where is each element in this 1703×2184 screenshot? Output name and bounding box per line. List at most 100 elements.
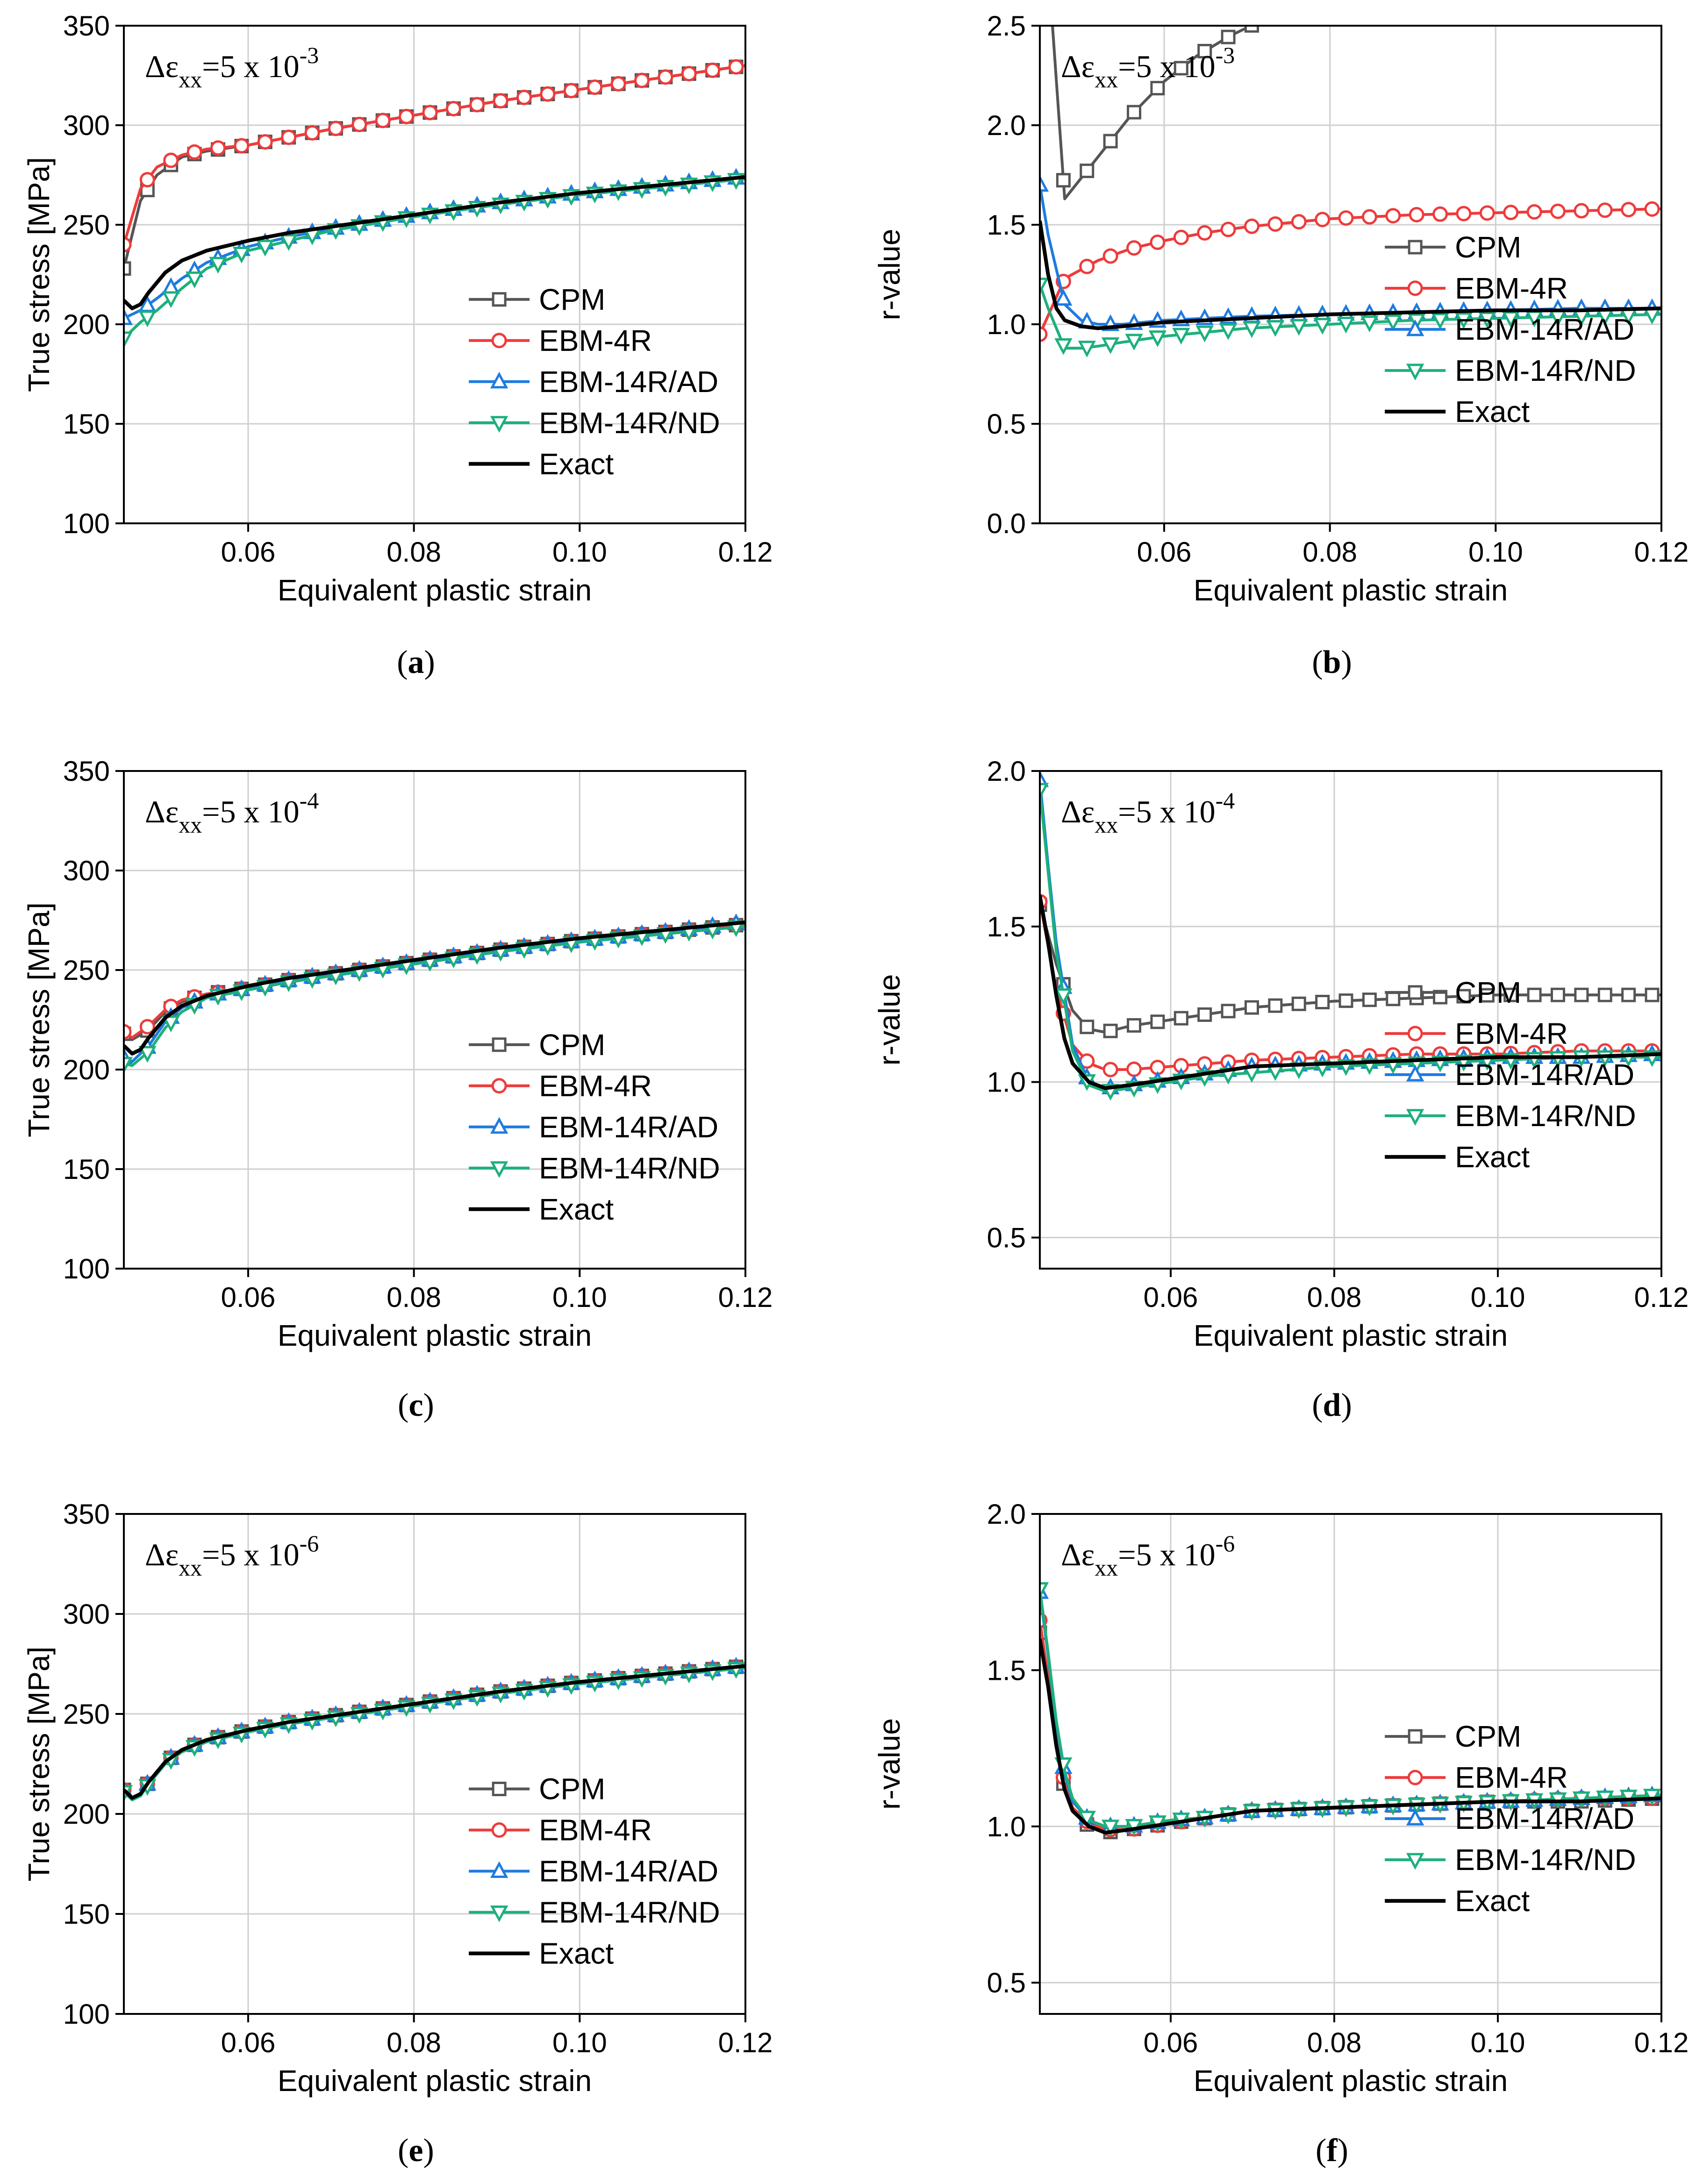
- data-point: [1126, 240, 1142, 256]
- data-point: [1291, 214, 1307, 230]
- legend-label: EBM-4R: [539, 1069, 652, 1103]
- legend-marker: [491, 1078, 507, 1094]
- series-exact: [124, 1664, 745, 1800]
- data-point: [1315, 994, 1330, 1009]
- data-point: [1597, 987, 1612, 1002]
- data-point: [1338, 210, 1354, 226]
- x-tick-label: 0.10: [552, 2027, 607, 2058]
- data-point: [1221, 29, 1236, 44]
- legend-marker: [490, 1117, 508, 1134]
- panel-caption: (e): [398, 2133, 434, 2169]
- data-point: [1243, 321, 1261, 338]
- x-tick-label: 0.10: [1471, 1282, 1525, 1313]
- x-tick-label: 0.08: [386, 2027, 441, 2058]
- legend-label: CPM: [539, 1028, 605, 1062]
- series-line: [124, 923, 745, 1042]
- data-point: [1266, 320, 1285, 337]
- data-point: [1268, 998, 1283, 1013]
- legend-label: EBM-4R: [539, 324, 652, 357]
- y-tick-label: 300: [63, 110, 110, 141]
- data-point: [304, 125, 320, 141]
- chart-panel-e: 0.06 0.08 0.10 0.12 100 150 200 250 300 350 Equiva…: [22, 1499, 773, 2169]
- plot-frame: [1039, 770, 1662, 1270]
- data-point: [1338, 993, 1353, 1008]
- legend-marker: [1408, 985, 1423, 1000]
- panel-caption: (a): [397, 644, 435, 680]
- data-point: [1290, 319, 1308, 336]
- data-point: [138, 310, 157, 328]
- plot-frame: [1039, 1513, 1662, 2015]
- y-axis-label: r-value: [873, 974, 906, 1066]
- data-point: [1040, 175, 1049, 192]
- chart-panel-b: 0.06 0.08 0.10 0.12 0.0 0.5 1.0 1.5 2.0 2.5 Equiva…: [873, 10, 1689, 680]
- y-tick-label: 150: [63, 408, 110, 440]
- data-point: [124, 331, 133, 349]
- data-point: [1313, 318, 1331, 335]
- data-point: [1478, 312, 1496, 328]
- x-tick-label: 0.06: [1144, 1282, 1198, 1313]
- legend-marker: [491, 1822, 507, 1838]
- series-line: [124, 920, 745, 1056]
- y-tick-label: 300: [63, 855, 110, 886]
- data-point: [1040, 1582, 1049, 1599]
- data-point: [234, 138, 250, 154]
- legend-label: Exact: [1455, 1884, 1530, 1918]
- data-point: [469, 97, 485, 113]
- series-ebm-4r: [1040, 201, 1661, 342]
- data-point: [1361, 209, 1377, 225]
- data-point: [1101, 337, 1120, 354]
- legend-label: CPM: [539, 283, 605, 316]
- legend-marker: [490, 1861, 508, 1878]
- y-tick-label: 350: [63, 1499, 110, 1530]
- data-point: [1479, 205, 1495, 221]
- data-point: [279, 234, 298, 251]
- data-point: [209, 257, 227, 274]
- data-point: [1384, 314, 1402, 331]
- series-line: [1040, 220, 1661, 330]
- data-point: [1315, 212, 1331, 228]
- chart-panel-f: 0.06 0.08 0.10 0.12 0.5 1.0 1.5 2.0 Equivalent p…: [873, 1499, 1689, 2169]
- series-ebm-14r-nd: [124, 173, 745, 349]
- x-axis-label: Equivalent plastic strain: [278, 2064, 592, 2098]
- x-axis-label: Equivalent plastic strain: [278, 573, 592, 607]
- data-point: [422, 105, 438, 121]
- y-tick-label: 100: [63, 508, 110, 539]
- data-point: [1362, 992, 1377, 1007]
- data-point: [124, 308, 133, 325]
- series-ebm-14r-ad: [1040, 175, 1661, 331]
- data-point: [256, 240, 274, 257]
- legend-marker: [492, 1782, 507, 1796]
- x-tick-label: 0.10: [552, 536, 607, 568]
- data-point: [124, 1056, 133, 1074]
- data-point: [1503, 987, 1518, 1002]
- x-axis-label: Equivalent plastic strain: [1194, 1319, 1508, 1352]
- data-point: [124, 261, 131, 276]
- data-point: [375, 113, 391, 128]
- legend-marker: [490, 416, 508, 433]
- y-tick-label: 1.0: [987, 1067, 1026, 1098]
- chart-panel-d: 0.06 0.08 0.10 0.12 0.5 1.0 1.5 2.0 Equivalent p…: [873, 756, 1689, 1423]
- data-point: [186, 144, 202, 160]
- data-point: [1337, 316, 1355, 334]
- series-ebm-14r-ad: [124, 168, 745, 325]
- legend-marker: [490, 1906, 508, 1922]
- x-tick-label: 0.06: [1137, 536, 1192, 568]
- y-tick-label: 1.0: [987, 1811, 1026, 1842]
- legend-label: EBM-14R/AD: [1455, 1058, 1634, 1092]
- legend-label: Exact: [539, 447, 614, 481]
- legend-label: Exact: [539, 1937, 614, 1970]
- legend-marker: [490, 371, 508, 389]
- panel-caption: (c): [398, 1387, 434, 1423]
- data-point: [257, 134, 273, 150]
- series-cpm: [124, 1659, 745, 1799]
- legend-marker: [1406, 364, 1424, 381]
- data-point: [1103, 1023, 1118, 1038]
- x-tick-label: 0.10: [1468, 536, 1523, 568]
- data-point: [1103, 134, 1118, 149]
- y-tick-label: 200: [63, 1799, 110, 1830]
- legend-label: EBM-14R/ND: [1455, 1843, 1636, 1877]
- legend-marker: [1407, 1770, 1423, 1785]
- legend-marker: [1406, 1853, 1424, 1870]
- legend-label: EBM-14R/AD: [1455, 1802, 1634, 1835]
- data-point: [493, 93, 508, 109]
